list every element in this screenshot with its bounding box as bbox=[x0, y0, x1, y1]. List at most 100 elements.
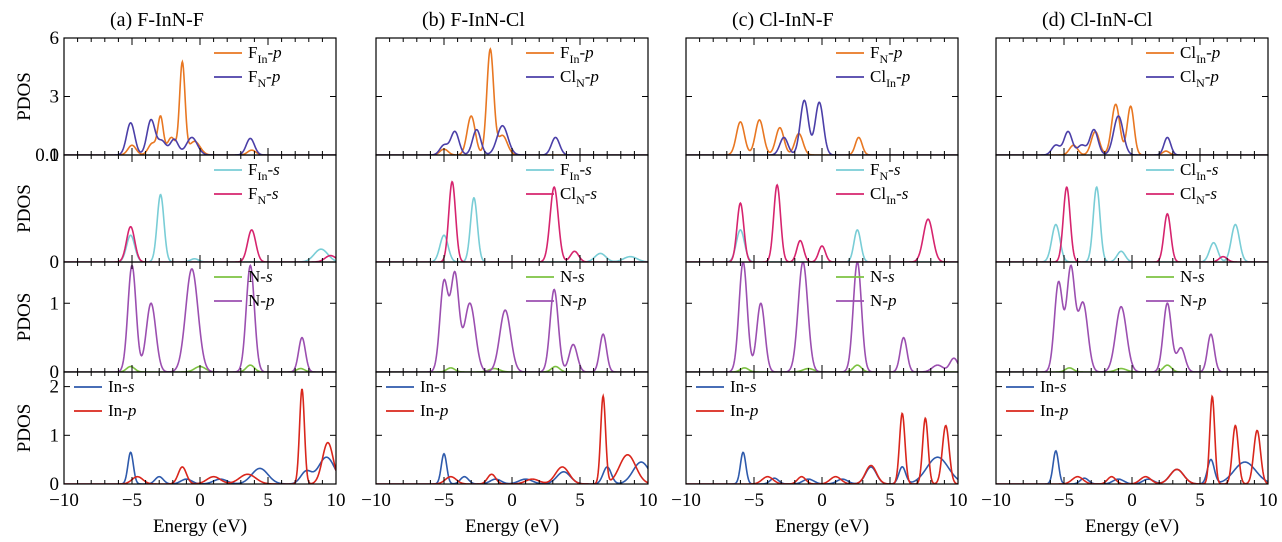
subplot-row-1: 0 3 6 PDOS FIn-pFN-p bbox=[14, 28, 337, 166]
legend-entry: ClN-s bbox=[560, 184, 597, 207]
legend-entry: N-s bbox=[870, 267, 895, 286]
x-tick-label: −5 bbox=[122, 490, 142, 511]
y-tick-label: 0 bbox=[50, 474, 60, 495]
subplot-frame bbox=[63, 154, 337, 263]
subplot-frame bbox=[63, 371, 337, 485]
legend-entry: FN-p bbox=[248, 67, 280, 90]
series-line-in-p bbox=[996, 394, 1268, 484]
legend-entry: ClIn-p bbox=[870, 67, 910, 90]
legend-entry: In-p bbox=[108, 401, 136, 420]
x-axis-label: Energy (eV) bbox=[153, 516, 247, 537]
subplot-row-4: In-s In-p bbox=[685, 371, 959, 485]
y-axis-label: PDOS bbox=[14, 184, 35, 233]
series-line-n-p bbox=[686, 262, 958, 372]
y-tick-label: 2 bbox=[50, 377, 60, 398]
panel-a: (a) F-InN-F036PDOSFIn-pFN-p00.1PDOSFIn-s… bbox=[14, 9, 346, 537]
series-line-cl-in-p bbox=[996, 103, 1268, 155]
series-line-in-p bbox=[376, 393, 648, 484]
subplot-row-3: N-s N-p bbox=[375, 261, 649, 373]
legend-entry: ClIn-s bbox=[1180, 160, 1219, 183]
legend-entry: N-s bbox=[560, 267, 585, 286]
subplot-frame bbox=[685, 37, 959, 156]
panel-b: (b) F-InN-ClFIn-pClN-pFIn-sClN-sN-sN-pIn… bbox=[361, 9, 657, 537]
x-tick-label: −5 bbox=[744, 490, 764, 511]
subplot-frame bbox=[375, 371, 649, 485]
legend-entry: FIn-s bbox=[248, 160, 280, 183]
legend-entry: In-s bbox=[730, 377, 757, 396]
y-tick-label: 1 bbox=[50, 425, 60, 446]
panel-title: (c) Cl-InN-F bbox=[732, 9, 834, 31]
legend-entry: In-p bbox=[1040, 401, 1068, 420]
subplot-frame bbox=[995, 261, 1269, 373]
series-line-cl-in-p bbox=[686, 99, 958, 155]
y-tick-label: 3 bbox=[50, 87, 60, 108]
subplot-frame bbox=[995, 154, 1269, 263]
subplot-frame bbox=[685, 371, 959, 485]
legend-entry: N-p bbox=[560, 291, 586, 310]
x-tick-label: 0 bbox=[817, 490, 827, 511]
x-tick-label: 5 bbox=[1195, 490, 1205, 511]
legend-entry: ClN-p bbox=[560, 67, 599, 90]
x-tick-label: 5 bbox=[575, 490, 585, 511]
subplot-frame bbox=[63, 261, 337, 373]
y-tick-label: 0.1 bbox=[35, 145, 59, 166]
subplot-row-3: 0 1 PDOS N-s N-p bbox=[14, 261, 337, 383]
series-line-cl-in-s bbox=[996, 185, 1268, 262]
legend-entry: FIn-p bbox=[248, 43, 282, 66]
subplot-frame bbox=[63, 37, 337, 156]
x-axis-label: Energy (eV) bbox=[1085, 516, 1179, 537]
y-axis-label: PDOS bbox=[14, 293, 35, 342]
series-line-in-p bbox=[64, 388, 336, 484]
subplot-row-4: In-s In-p bbox=[375, 371, 649, 485]
legend-entry: In-s bbox=[1040, 377, 1067, 396]
legend-entry: In-p bbox=[420, 401, 448, 420]
x-tick-label: 10 bbox=[327, 490, 346, 511]
x-tick-label: 0 bbox=[1127, 490, 1137, 511]
x-axis-label: Energy (eV) bbox=[775, 516, 869, 537]
legend-entry: FN-p bbox=[870, 43, 902, 66]
legend-entry: In-s bbox=[108, 377, 135, 396]
subplot-row-4: In-s In-p bbox=[995, 371, 1269, 485]
series-line-cl-in-s bbox=[686, 183, 958, 262]
x-tick-label: 0 bbox=[507, 490, 517, 511]
subplot-frame bbox=[995, 371, 1269, 485]
series-line-cl-n-s bbox=[376, 180, 648, 262]
series-line-n-p bbox=[376, 270, 648, 372]
series-line-f-in-s bbox=[376, 196, 648, 262]
x-tick-label: −5 bbox=[434, 490, 454, 511]
y-tick-label: 0 bbox=[50, 252, 60, 273]
panel-c: (c) Cl-InN-FFN-pClIn-pFN-sClIn-sN-sN-pIn… bbox=[671, 9, 967, 537]
y-tick-label: 0 bbox=[50, 145, 60, 166]
subplot-frame bbox=[685, 261, 959, 373]
series-line-cl-n-s bbox=[996, 186, 1268, 262]
legend-entry: In-p bbox=[730, 401, 758, 420]
series-line-n-p bbox=[64, 263, 336, 372]
legend-entry: ClIn-s bbox=[870, 184, 909, 207]
legend-entry: N-p bbox=[1180, 291, 1206, 310]
series-line-n-p bbox=[996, 264, 1268, 372]
x-tick-label: −5 bbox=[1054, 490, 1074, 511]
y-tick-label: 0 bbox=[50, 362, 60, 383]
subplot-row-3: N-s N-p bbox=[685, 261, 959, 373]
y-axis-label: PDOS bbox=[14, 404, 35, 453]
series-line-in-p bbox=[686, 411, 958, 484]
panel-d: (d) Cl-InN-ClClIn-pClN-pClIn-sClN-sN-sN-… bbox=[981, 9, 1277, 537]
panel-title: (a) F-InN-F bbox=[110, 9, 204, 31]
y-tick-label: 6 bbox=[50, 28, 60, 49]
x-tick-label: 5 bbox=[263, 490, 273, 511]
y-axis-label: PDOS bbox=[14, 72, 35, 121]
x-tick-label: 10 bbox=[639, 490, 658, 511]
legend-entry: ClIn-p bbox=[1180, 43, 1220, 66]
x-tick-label: 10 bbox=[949, 490, 968, 511]
series-line-f-n-p bbox=[686, 119, 958, 155]
x-tick-label: −10 bbox=[671, 490, 701, 511]
legend-entry: FIn-s bbox=[560, 160, 592, 183]
